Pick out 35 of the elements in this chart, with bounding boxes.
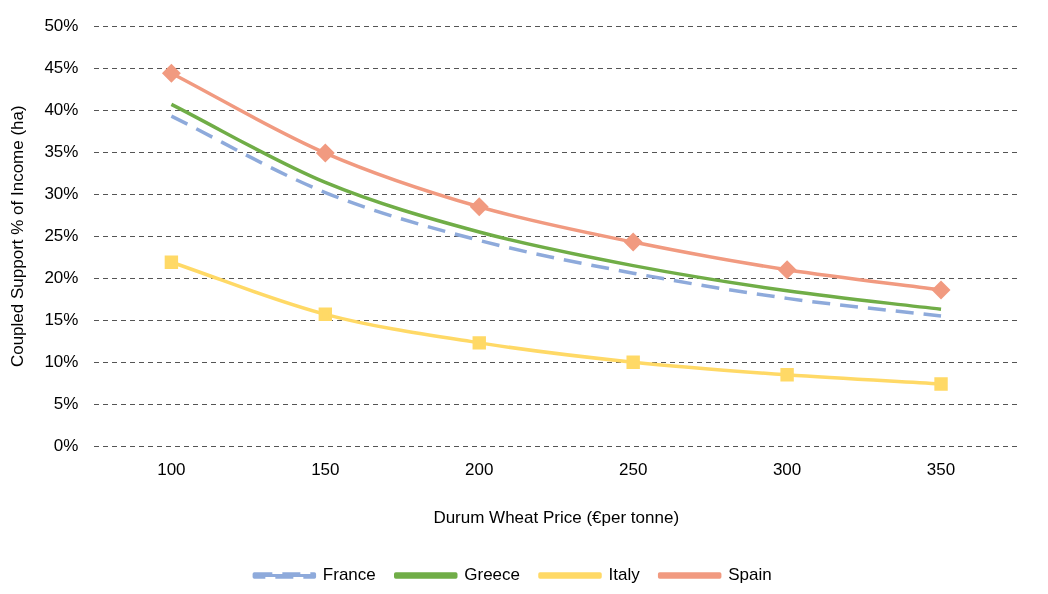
point <box>626 355 640 369</box>
point <box>624 233 642 251</box>
point <box>164 255 179 269</box>
point <box>932 281 950 299</box>
y-tick-label: 10% <box>44 351 79 371</box>
y-axis-title: Coupled Support % of Income (ha) <box>7 105 27 368</box>
y-tick-label: 5% <box>53 393 79 413</box>
legend-label: France <box>322 565 376 585</box>
y-tick-label: 15% <box>44 309 79 329</box>
y-tick-label: 50% <box>44 15 79 35</box>
point <box>318 307 333 322</box>
point <box>778 261 796 279</box>
y-tick-label: 20% <box>44 267 79 287</box>
point <box>162 64 181 82</box>
y-tick-label: 35% <box>44 141 79 161</box>
x-tick-label: 200 <box>465 460 494 480</box>
y-tick-label: 40% <box>44 99 79 119</box>
x-axis-title: Durum Wheat Price (€per tonne) <box>433 508 680 528</box>
x-tick-label: 150 <box>311 460 340 480</box>
point <box>780 368 794 382</box>
x-tick-label: 350 <box>926 460 956 480</box>
point <box>470 198 488 216</box>
x-tick-label: 250 <box>618 460 648 480</box>
point <box>934 377 948 391</box>
y-tick-label: 25% <box>44 225 79 245</box>
point <box>316 144 335 162</box>
y-tick-label: 30% <box>44 183 79 203</box>
y-tick-label: 0% <box>53 435 79 455</box>
point <box>472 336 486 350</box>
x-tick-label: 300 <box>772 460 802 480</box>
legend-label: Spain <box>728 565 772 585</box>
x-tick-label: 100 <box>157 460 186 480</box>
legend-label: Italy <box>608 565 641 585</box>
legend-label: Greece <box>464 565 520 585</box>
y-tick-label: 45% <box>44 57 79 77</box>
